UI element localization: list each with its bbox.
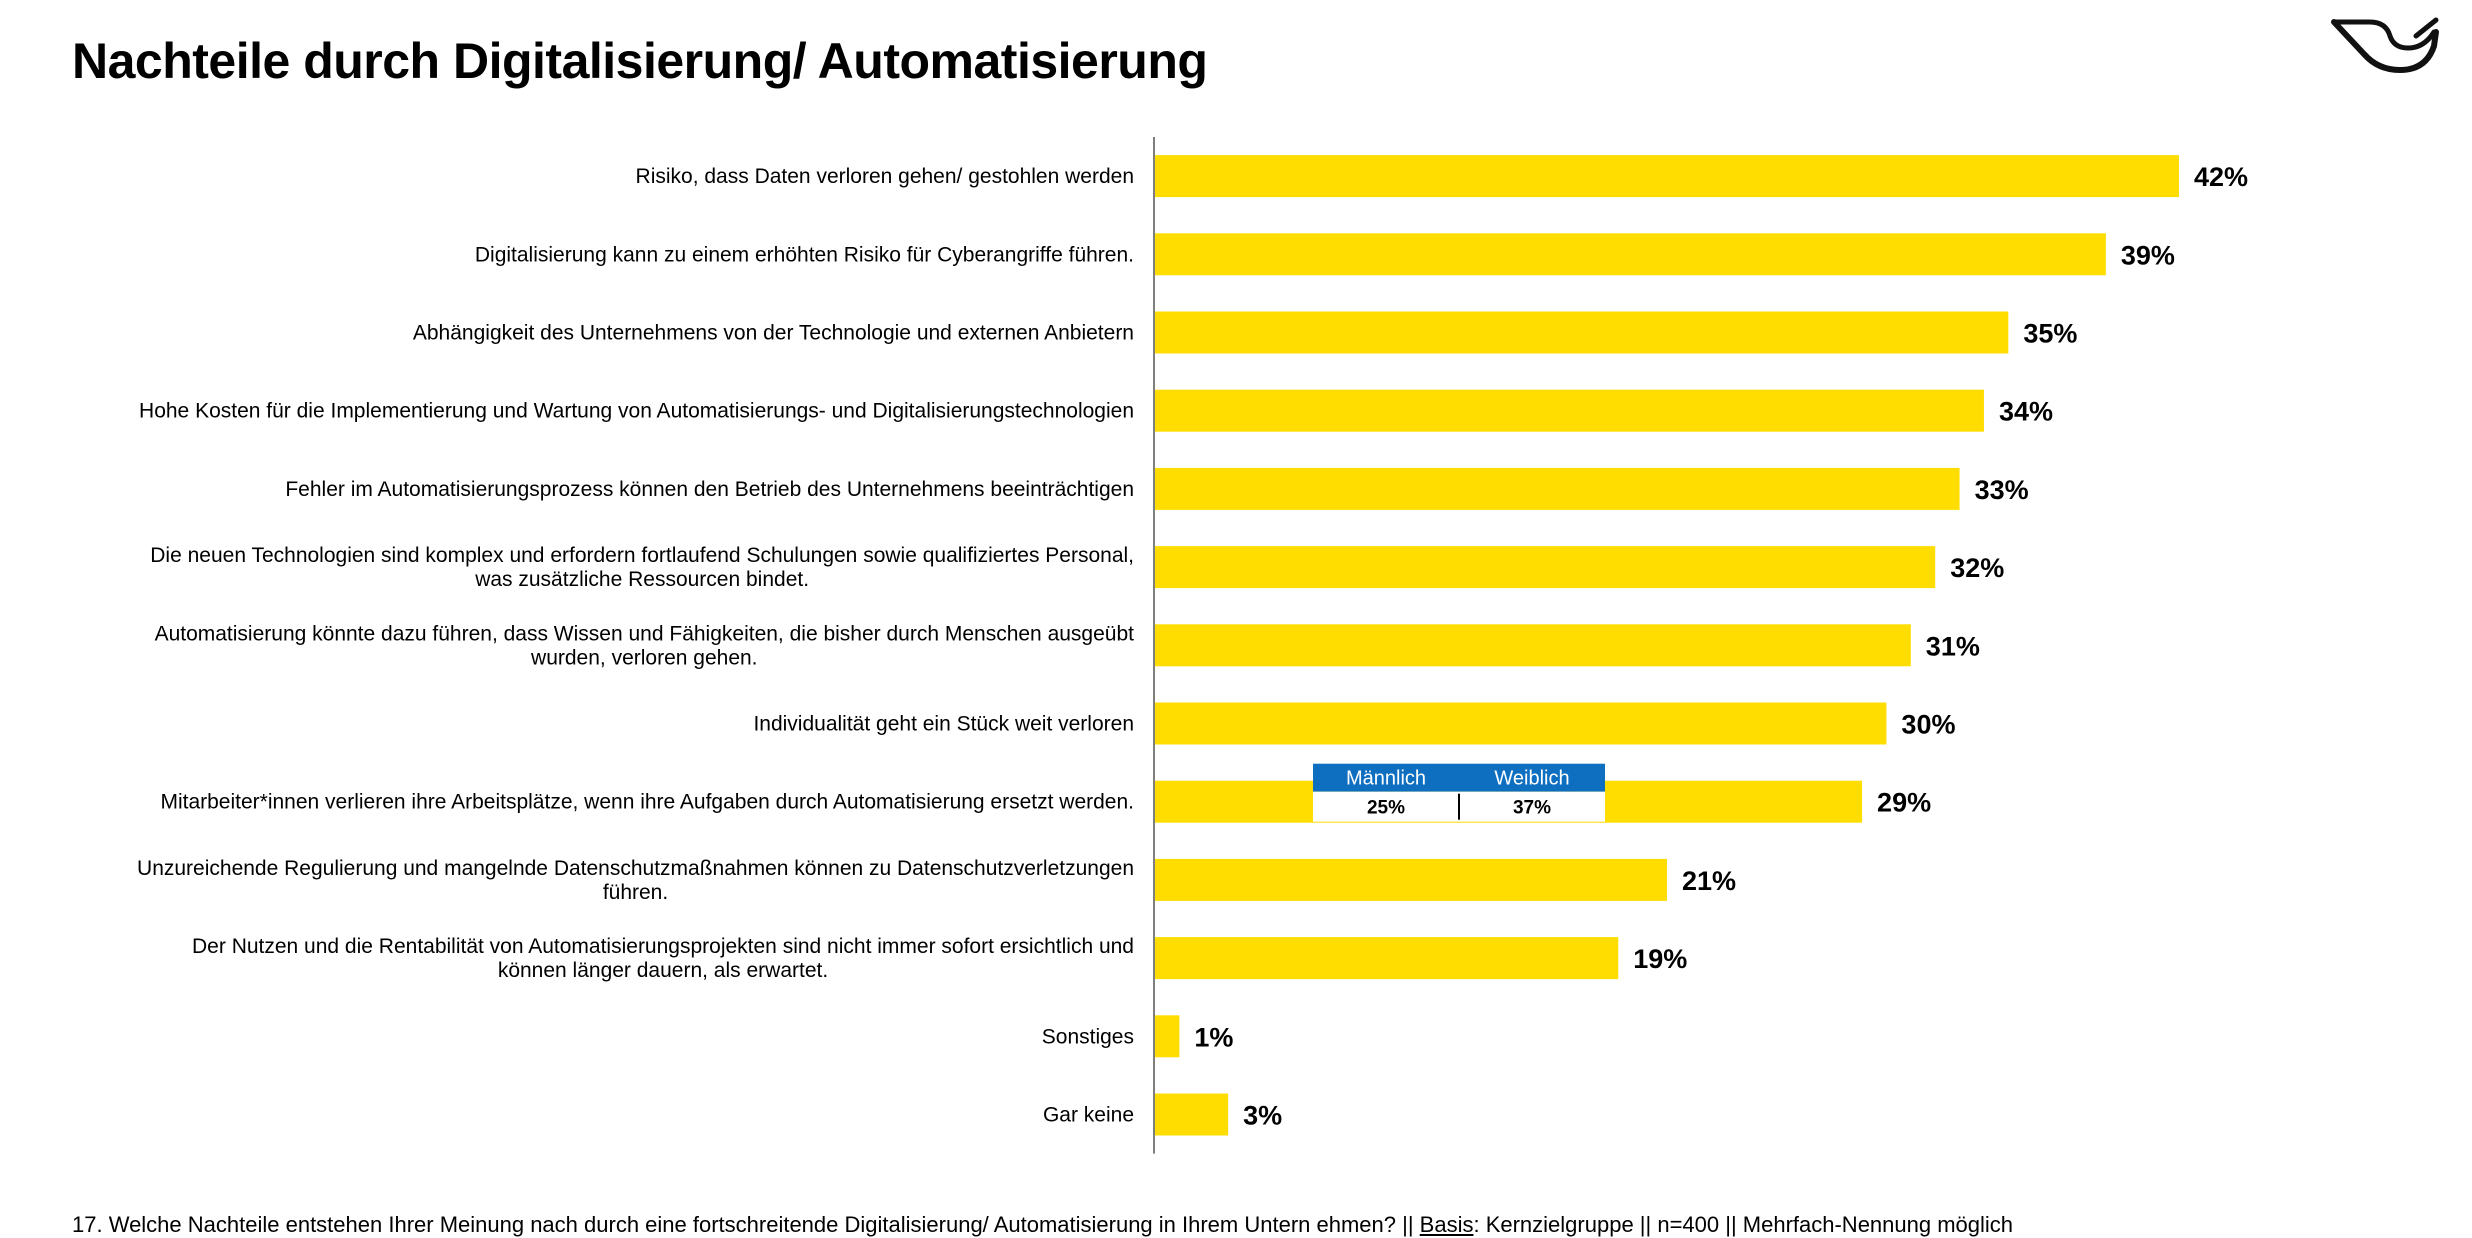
bar (1155, 937, 1619, 980)
page-title: Nachteile durch Digitalisierung/ Automat… (72, 33, 1208, 89)
bar (1155, 155, 2179, 198)
breakdown-value-female: 37% (1513, 798, 1551, 819)
category-label: Abhängigkeit des Unternehmens von der Te… (413, 322, 1134, 345)
breakdown-label-male: Männlich (1346, 768, 1426, 790)
data-label: 29% (1877, 788, 1931, 818)
category-label: Unzureichende Regulierung und mangelnde … (137, 857, 1134, 880)
category-label: wurden, verloren gehen. (530, 646, 757, 669)
bar (1155, 702, 1887, 745)
data-label: 34% (1999, 397, 2053, 427)
bar (1155, 624, 1911, 667)
category-label: Individualität geht ein Stück weit verlo… (753, 713, 1134, 736)
data-label: 21% (1682, 866, 1736, 896)
category-label: Fehler im Automatisierungsprozess können… (285, 478, 1134, 501)
category-label: Risiko, dass Daten verloren gehen/ gesto… (636, 165, 1134, 188)
footnote: 17. Welche Nachteile entstehen Ihrer Mei… (72, 1212, 2013, 1238)
category-label: können länger dauern, als erwartet. (498, 959, 828, 982)
data-label: 33% (1975, 475, 2029, 505)
bar (1155, 1015, 1180, 1058)
category-label: Digitalisierung kann zu einem erhöhten R… (475, 243, 1134, 266)
data-label: 31% (1926, 631, 1980, 661)
breakdown-header (1313, 763, 1605, 792)
category-label: führen. (603, 881, 668, 904)
bar (1155, 1093, 1229, 1136)
bar (1155, 311, 2009, 354)
bar (1155, 389, 1984, 432)
footnote-details: : Kernzielgruppe || n=400 || Mehrfach-Ne… (1473, 1212, 2014, 1237)
data-label: 39% (2121, 240, 2175, 270)
category-label: Automatisierung könnte dazu führen, dass… (155, 622, 1135, 645)
category-label: Hohe Kosten für die Implementierung und … (139, 400, 1134, 423)
footnote-question: 17. Welche Nachteile entstehen Ihrer Mei… (72, 1212, 1420, 1237)
category-label: Gar keine (1043, 1104, 1134, 1127)
category-label: Sonstiges (1042, 1025, 1134, 1048)
bar (1155, 233, 2106, 276)
category-label: was zusätzliche Ressourcen bindet. (474, 568, 809, 591)
data-label: 35% (2023, 319, 2077, 349)
bar (1155, 467, 1960, 510)
data-label: 42% (2194, 162, 2248, 192)
breakdown-value-male: 25% (1367, 798, 1405, 819)
category-label: Die neuen Technologien sind komplex und … (150, 544, 1134, 567)
category-label: Der Nutzen und die Rentabilität von Auto… (192, 935, 1134, 958)
data-label: 3% (1243, 1101, 1282, 1131)
category-label: Mitarbeiter*innen verlieren ihre Arbeits… (160, 791, 1134, 814)
data-label: 32% (1950, 553, 2004, 583)
bar-chart: 42% Risiko, dass Daten verloren gehen/ ge… (137, 137, 2248, 1154)
footnote-basis: Basis (1419, 1212, 1474, 1237)
data-label: 30% (1901, 710, 1955, 740)
data-label: 1% (1194, 1022, 1233, 1052)
post-horn-icon (2331, 17, 2439, 73)
bar (1155, 546, 1936, 589)
data-label: 19% (1633, 944, 1687, 974)
breakdown-label-female: Weiblich (1494, 768, 1569, 790)
bar (1155, 858, 1667, 901)
